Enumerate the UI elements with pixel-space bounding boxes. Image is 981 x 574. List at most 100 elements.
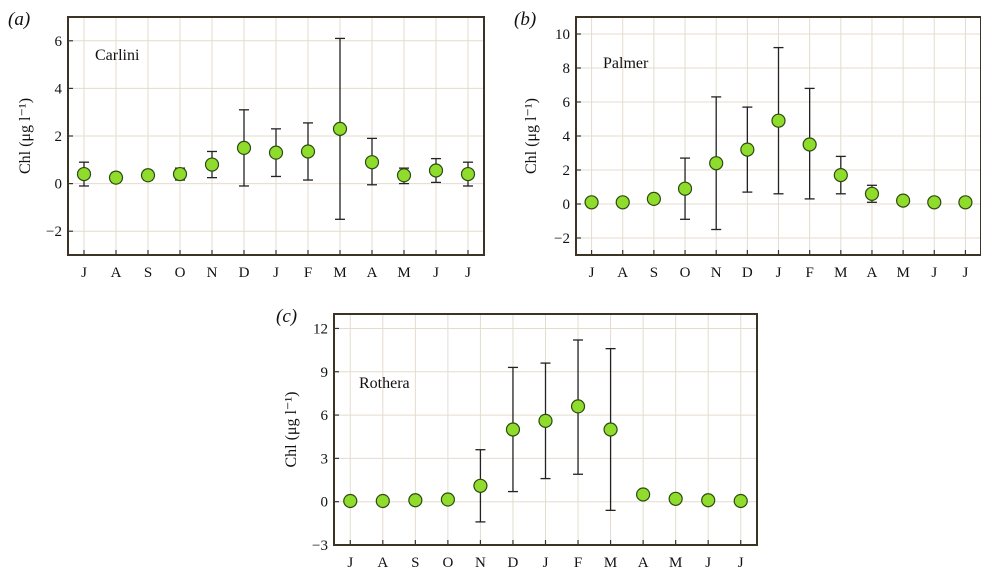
data-point (343, 493, 358, 509)
data-point (505, 422, 521, 437)
x-tick-label: F (304, 265, 312, 281)
y-tick-label: 9 (321, 365, 329, 381)
data-point (375, 493, 390, 509)
x-tick-label: J (589, 265, 595, 281)
data-point (733, 493, 748, 509)
data-point (603, 422, 618, 437)
x-tick-label: S (144, 265, 152, 281)
data-point (204, 157, 220, 172)
plot-frame (67, 16, 485, 256)
x-tick-label: D (508, 555, 519, 571)
chart-panel-palmer: −2 0 2 4 6 8 10 J A S O N D J F M A M J J Palmer (b) Chl (μg l… (514, 9, 981, 281)
y-tick-label: 12 (313, 321, 328, 337)
data-point (76, 166, 92, 182)
data-point (646, 191, 661, 206)
x-tick-label: A (617, 265, 628, 281)
data-point (236, 140, 252, 155)
y-tick-label: 10 (555, 27, 570, 43)
data-point (833, 168, 848, 183)
data-point (636, 487, 651, 502)
data-point (958, 195, 973, 210)
data-point (460, 166, 476, 182)
x-tick-label: M (333, 265, 346, 281)
data-point (570, 399, 586, 414)
x-tick-label: M (397, 265, 410, 281)
data-point (473, 478, 488, 493)
x-tick-label: J (273, 265, 279, 281)
data-point (802, 137, 817, 152)
plot-frame (575, 16, 981, 256)
data-point (396, 168, 412, 183)
y-tick-label: 0 (55, 177, 63, 193)
data-point (668, 491, 683, 506)
x-tick-label: J (931, 265, 937, 281)
data-point (408, 493, 423, 508)
x-tick-label: M (834, 265, 847, 281)
y-axis-label: Chl (μg l⁻¹) (17, 98, 34, 174)
x-tick-label: J (705, 555, 711, 571)
x-tick-label: O (175, 265, 186, 281)
x-tick-label: A (638, 555, 649, 571)
y-tick-label: −3 (312, 538, 328, 554)
data-point (896, 193, 911, 208)
x-tick-label: F (574, 555, 582, 571)
chart-panel-carlini: −2 0 2 4 6 J A S O N D J F M A M J J Carlini (a) Chl (μg l⁻¹… (8, 9, 485, 281)
data-point (709, 156, 724, 171)
y-tick-label: 2 (55, 129, 63, 145)
data-point (740, 142, 755, 157)
x-tick-label: D (239, 265, 250, 281)
y-axis-label: Chl (μg l⁻¹) (283, 391, 300, 467)
y-tick-label: 6 (563, 95, 571, 111)
plot-frame (333, 313, 758, 546)
chart-panel-rothera: −3 0 3 6 9 12 J A S O N D J F M A M J J Rothera (c) Chl (μg l… (276, 306, 758, 571)
panel-label: (b) (514, 9, 536, 30)
x-tick-label: D (742, 265, 753, 281)
station-label: Palmer (603, 55, 649, 72)
data-point (701, 493, 716, 508)
y-tick-label: 6 (321, 408, 329, 424)
x-tick-label: N (711, 265, 722, 281)
x-tick-label: J (433, 265, 439, 281)
x-tick-label: N (475, 555, 486, 571)
x-tick-label: J (347, 555, 353, 571)
x-tick-label: M (669, 555, 682, 571)
data-point (364, 155, 380, 170)
x-tick-label: J (543, 555, 549, 571)
y-tick-label: 2 (563, 163, 571, 179)
x-tick-label: J (465, 265, 471, 281)
data-point (927, 195, 942, 210)
data-point (440, 492, 455, 507)
panel-label: (c) (276, 306, 297, 327)
data-point (140, 168, 156, 183)
y-axis-label: Chl (μg l⁻¹) (523, 98, 540, 174)
x-tick-label: O (680, 265, 691, 281)
x-tick-label: O (442, 555, 453, 571)
x-tick-label: S (650, 265, 658, 281)
x-tick-label: A (111, 265, 122, 281)
y-tick-label: 8 (563, 61, 571, 77)
station-label: Rothera (359, 375, 410, 392)
x-tick-label: A (867, 265, 878, 281)
data-point (538, 413, 553, 428)
x-tick-label: F (805, 265, 813, 281)
x-tick-label: M (604, 555, 617, 571)
x-tick-label: J (81, 265, 87, 281)
y-tick-label: 4 (55, 81, 63, 97)
data-point (584, 195, 599, 210)
data-point (108, 170, 124, 185)
data-point (615, 195, 630, 210)
y-tick-label: 0 (563, 197, 571, 213)
data-point (428, 163, 444, 178)
y-tick-label: 0 (321, 495, 329, 511)
station-label: Carlini (95, 47, 140, 64)
x-tick-label: J (738, 555, 744, 571)
x-tick-label: J (963, 265, 969, 281)
y-tick-label: 4 (563, 129, 571, 145)
panel-label: (a) (8, 9, 30, 30)
y-tick-label: −2 (46, 224, 62, 240)
y-tick-label: 6 (55, 34, 63, 50)
data-point (300, 144, 316, 159)
data-point (172, 166, 188, 182)
data-point (332, 121, 348, 136)
